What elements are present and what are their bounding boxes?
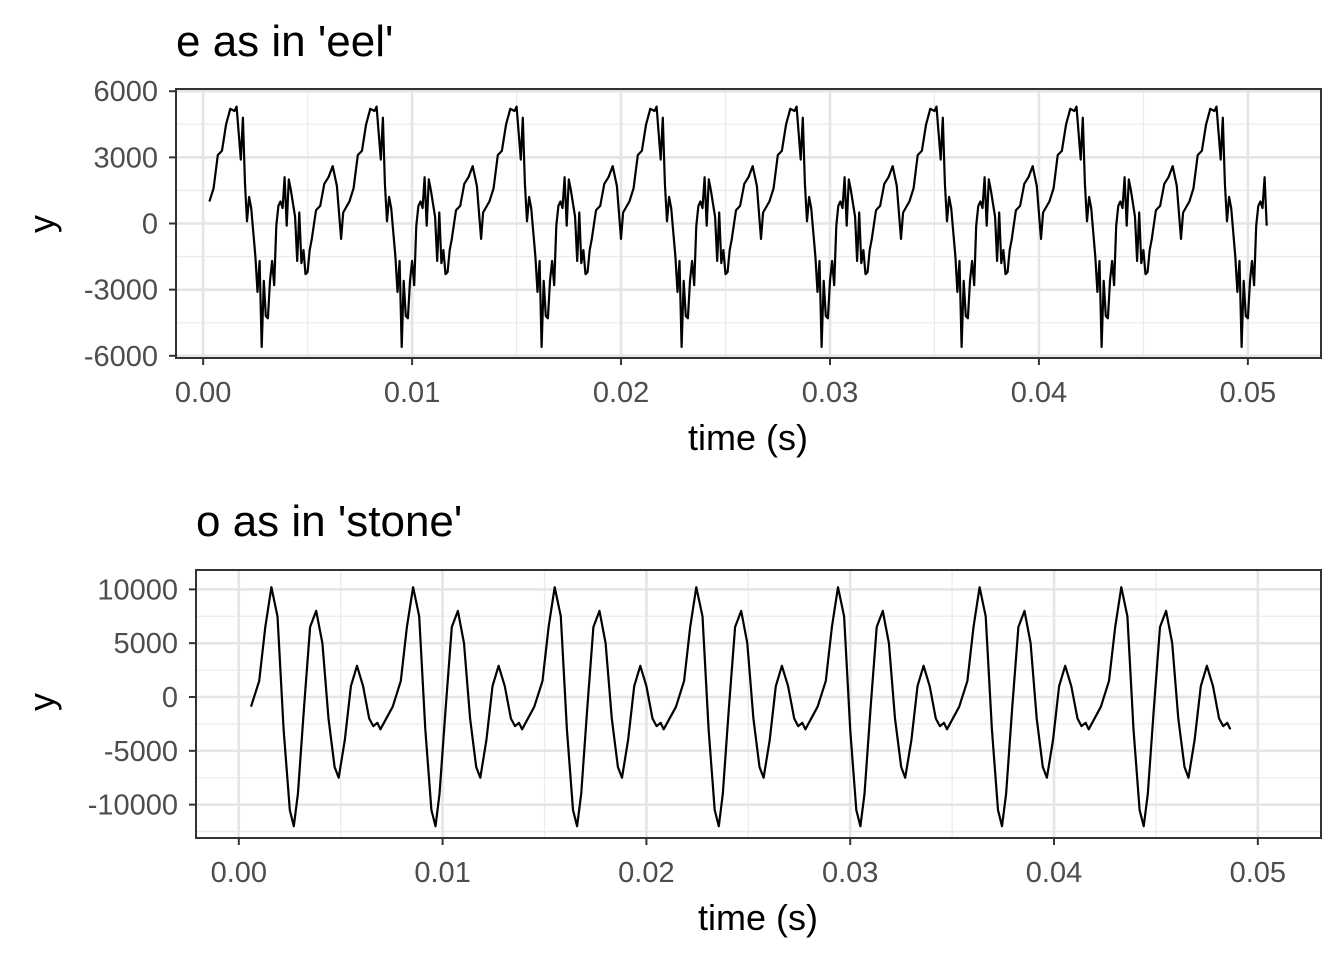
y-tick-label: -3000 xyxy=(84,275,158,307)
chart-title: o as in 'stone' xyxy=(196,497,462,546)
axis-ticks xyxy=(169,90,1249,365)
x-tick-label: 0.00 xyxy=(175,377,231,409)
y-tick-label: 0 xyxy=(142,209,158,241)
plot-area xyxy=(195,569,1322,839)
chart-title: e as in 'eel' xyxy=(176,17,393,66)
grid-lines xyxy=(196,570,1321,838)
grid-lines xyxy=(176,89,1321,358)
waveform-line xyxy=(208,105,1268,349)
chart-panel-stone: o as in 'stone' 0.00 0.01 0.02 0.03 0.04 0.05… xyxy=(21,497,1322,938)
axis-ticks xyxy=(189,588,1259,845)
x-axis-title: time (s) xyxy=(688,417,808,458)
x-tick-label: 0.02 xyxy=(593,377,649,409)
axis-tick-labels: 0.00 0.01 0.02 0.03 0.04 0.05 -6000 -3000 0 3000 6… xyxy=(84,76,1276,409)
y-tick-label: -6000 xyxy=(84,341,158,373)
waveform-line xyxy=(249,586,1232,828)
y-tick-label: -5000 xyxy=(104,736,178,768)
x-axis-title: time (s) xyxy=(698,897,818,938)
x-tick-label: 0.03 xyxy=(822,857,878,889)
y-tick-label: 5000 xyxy=(113,628,178,660)
y-axis-title: y xyxy=(21,693,62,711)
y-tick-label: 10000 xyxy=(97,574,178,606)
x-tick-label: 0.04 xyxy=(1011,377,1067,409)
x-tick-label: 0.01 xyxy=(384,377,440,409)
axis-tick-labels: 0.00 0.01 0.02 0.03 0.04 0.05 -10000 -5000 0 5000… xyxy=(88,574,1286,889)
y-tick-label: -10000 xyxy=(88,790,178,822)
chart-panel-eel: e as in 'eel' 0.00 0.01 0.02 0.03 0.04 0.05 -6… xyxy=(21,17,1322,458)
x-tick-label: 0.04 xyxy=(1026,857,1082,889)
x-tick-label: 0.03 xyxy=(802,377,858,409)
y-tick-label: 0 xyxy=(162,682,178,714)
y-tick-label: 6000 xyxy=(93,76,158,108)
x-tick-label: 0.05 xyxy=(1220,377,1276,409)
x-tick-label: 0.05 xyxy=(1230,857,1286,889)
x-tick-label: 0.01 xyxy=(414,857,470,889)
y-tick-label: 3000 xyxy=(93,142,158,174)
y-axis-title: y xyxy=(21,215,62,233)
x-tick-label: 0.02 xyxy=(618,857,674,889)
x-tick-label: 0.00 xyxy=(211,857,267,889)
